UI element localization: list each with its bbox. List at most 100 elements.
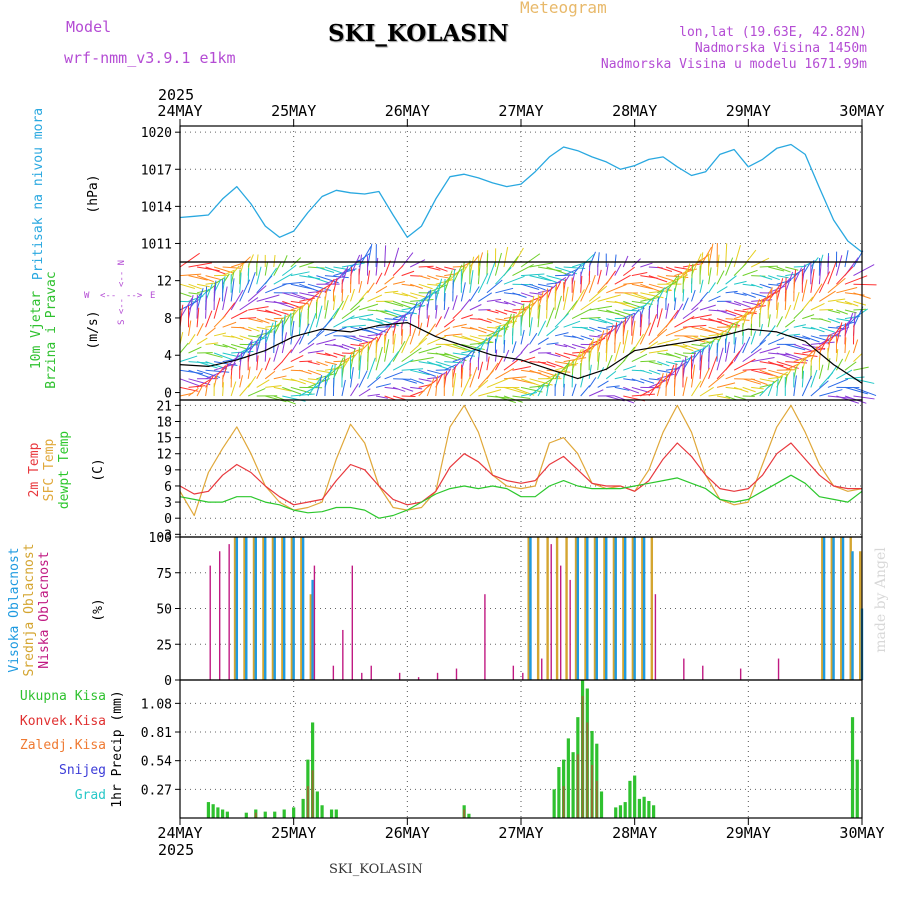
wind-arrow bbox=[537, 283, 554, 288]
total-precip-bar bbox=[850, 717, 855, 818]
wind-arrow bbox=[520, 378, 544, 388]
wind-arrow bbox=[256, 329, 264, 354]
wind-arrow bbox=[546, 361, 566, 369]
wind-arrow bbox=[682, 297, 689, 311]
wind-arrow bbox=[785, 361, 808, 364]
wind-arrow bbox=[793, 292, 800, 311]
wind-arrow bbox=[708, 374, 725, 388]
wind-arrow bbox=[239, 279, 251, 302]
wind-arrow bbox=[392, 247, 400, 268]
total-precip-bar bbox=[216, 807, 220, 818]
wind-arrow bbox=[316, 266, 335, 273]
wind-arrow bbox=[290, 355, 304, 363]
wind-arrow bbox=[708, 348, 710, 371]
wind-arrow bbox=[759, 265, 778, 268]
y-axis-label-line: Pritisak na nivou mora bbox=[31, 108, 46, 280]
wind-arrow bbox=[801, 375, 813, 397]
wind-arrow bbox=[767, 287, 773, 311]
wind-arrow bbox=[461, 335, 482, 344]
wind-arrow bbox=[580, 340, 594, 362]
y-tick-label: 1011 bbox=[141, 237, 172, 252]
wind-arrow bbox=[597, 330, 605, 354]
y-axis-label-line: Srednja Oblacnost bbox=[22, 543, 37, 676]
wind-arrow bbox=[657, 352, 675, 357]
y-axis-label: (C) bbox=[91, 458, 106, 481]
wind-arrow bbox=[520, 392, 537, 397]
wind-arrow bbox=[486, 356, 490, 371]
wind-arrow bbox=[708, 243, 714, 268]
wind-arrow bbox=[401, 333, 411, 354]
wind-arrow bbox=[844, 275, 868, 285]
total-precip-bar bbox=[552, 789, 556, 818]
wind-arrow bbox=[230, 335, 244, 341]
wind-arrow bbox=[196, 283, 210, 288]
wind-arrow bbox=[264, 370, 276, 380]
wind-arrow bbox=[537, 369, 561, 378]
wind-arrow bbox=[853, 283, 877, 286]
wind-speed-line bbox=[179, 322, 863, 384]
wind-arrow bbox=[486, 279, 503, 294]
x-tick-label-top: 26MAY bbox=[385, 102, 430, 120]
wind-arrow bbox=[435, 266, 448, 272]
x-tick-label-top: 30MAY bbox=[839, 102, 884, 120]
wind-arrow bbox=[230, 309, 248, 320]
wind-arrow bbox=[273, 345, 280, 362]
total-precip-bar bbox=[633, 775, 637, 818]
wind-arrow bbox=[648, 314, 658, 336]
wind-arrow bbox=[801, 296, 814, 311]
wind-arrow bbox=[844, 323, 847, 345]
wind-arrow bbox=[665, 274, 688, 285]
wind-arrow bbox=[529, 369, 551, 378]
wind-arrow bbox=[179, 342, 189, 354]
wind-arrow bbox=[256, 294, 280, 302]
wind-arrow bbox=[273, 273, 293, 285]
wind-arrow bbox=[435, 316, 442, 328]
wind-arrow bbox=[196, 379, 211, 388]
wind-arrow bbox=[375, 363, 391, 380]
wind-arrow bbox=[520, 329, 525, 345]
wind-arrow bbox=[819, 290, 836, 302]
wind-arrow bbox=[503, 326, 506, 345]
wind-arrow bbox=[478, 370, 495, 388]
wind-arrow bbox=[248, 318, 263, 323]
wind-arrow bbox=[784, 319, 796, 328]
wind-arrow bbox=[427, 266, 441, 271]
total-precip-bar bbox=[315, 791, 319, 818]
wind-arrow bbox=[665, 352, 681, 359]
wind-arrow bbox=[554, 266, 578, 275]
wind-arrow bbox=[230, 381, 237, 397]
wind-arrow bbox=[657, 361, 670, 367]
wind-arrow bbox=[571, 383, 577, 397]
wind-arrow bbox=[495, 267, 512, 285]
wind-arrow bbox=[546, 307, 555, 328]
wind-arrow bbox=[708, 326, 732, 334]
wind-arrow bbox=[230, 351, 240, 371]
total-precip-bar bbox=[637, 798, 642, 818]
legend-snow: Snijeg bbox=[59, 763, 106, 778]
wind-arrow bbox=[409, 328, 417, 345]
wind-arrow bbox=[324, 300, 329, 319]
wind-arrow bbox=[802, 326, 816, 330]
wind-arrow bbox=[580, 326, 595, 332]
wind-arrow bbox=[358, 318, 383, 323]
wind-arrow bbox=[350, 313, 374, 320]
wind-arrow bbox=[588, 338, 594, 362]
wind-arrow bbox=[316, 275, 339, 284]
wind-arrow bbox=[520, 292, 534, 298]
wind-arrow bbox=[529, 275, 552, 282]
wind-arrow bbox=[605, 354, 613, 371]
wind-arrow bbox=[222, 352, 244, 359]
wind-arrow bbox=[196, 275, 214, 283]
legend-hail: Grad bbox=[75, 788, 106, 803]
wind-arrow bbox=[546, 325, 559, 337]
wind-arrow bbox=[810, 259, 815, 276]
wind-arrow bbox=[853, 395, 875, 400]
wind-arrow bbox=[239, 317, 257, 320]
wind-arrow bbox=[273, 254, 276, 268]
wind-arrow bbox=[819, 326, 835, 333]
y-axis-label-line: (m/s) bbox=[86, 310, 101, 349]
wind-arrow bbox=[367, 357, 376, 379]
wind-arrow bbox=[503, 300, 516, 307]
wind-arrow bbox=[247, 366, 251, 379]
